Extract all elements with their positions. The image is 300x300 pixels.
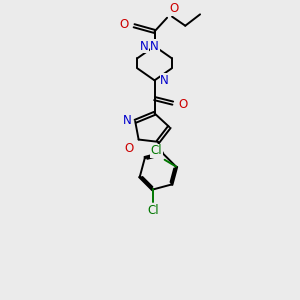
- Text: Cl: Cl: [147, 204, 159, 217]
- Text: N: N: [160, 74, 169, 87]
- Text: N: N: [140, 40, 149, 53]
- Text: O: O: [125, 142, 134, 155]
- Text: O: O: [178, 98, 188, 111]
- Text: N: N: [150, 40, 159, 53]
- Text: O: O: [169, 2, 178, 16]
- Text: O: O: [119, 18, 128, 31]
- Text: Cl: Cl: [151, 145, 162, 158]
- Text: N: N: [123, 114, 132, 127]
